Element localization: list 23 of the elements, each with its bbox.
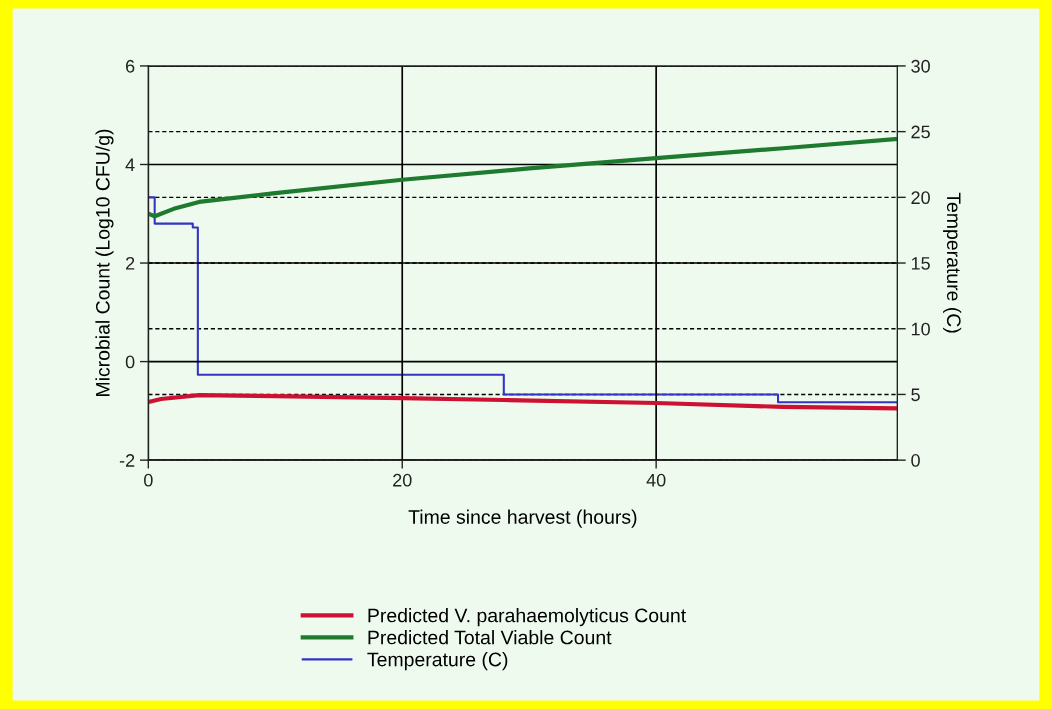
y-tick-label: -2 xyxy=(119,454,135,467)
line-series xyxy=(148,136,898,219)
y-tick-label: 0 xyxy=(125,355,135,369)
y-axis-title: Microbial Count (Log10 CFU/g) xyxy=(95,129,114,396)
y-tick-label: 2 xyxy=(126,256,135,270)
y-tick-label: 6 xyxy=(126,59,135,73)
x-tick-label: 0 xyxy=(144,473,153,487)
y-tick-label: 4 xyxy=(125,158,135,172)
y2-tick-label: 10 xyxy=(911,322,930,336)
y2-axis-title: Temperature (C) xyxy=(943,192,962,333)
x-axis-title: Time since harvest (hours) xyxy=(408,509,637,528)
y2-tick-label: 20 xyxy=(911,191,930,205)
y2-tick-label: 5 xyxy=(911,388,920,402)
x-tick-label: 20 xyxy=(393,473,412,487)
legend-label: Predicted V. parahaemolyticus Count xyxy=(368,608,686,627)
x-tick-label: 40 xyxy=(646,473,666,487)
y2-tick-label: 15 xyxy=(911,257,930,270)
legend-label: Predicted Total Viable Count xyxy=(368,630,612,645)
y2-tick-label: 30 xyxy=(911,59,930,73)
y2-tick-label: 0 xyxy=(911,454,920,467)
y2-tick-label: 25 xyxy=(911,125,930,139)
line-series xyxy=(148,393,898,411)
legend-label: Temperature (C) xyxy=(367,652,508,671)
